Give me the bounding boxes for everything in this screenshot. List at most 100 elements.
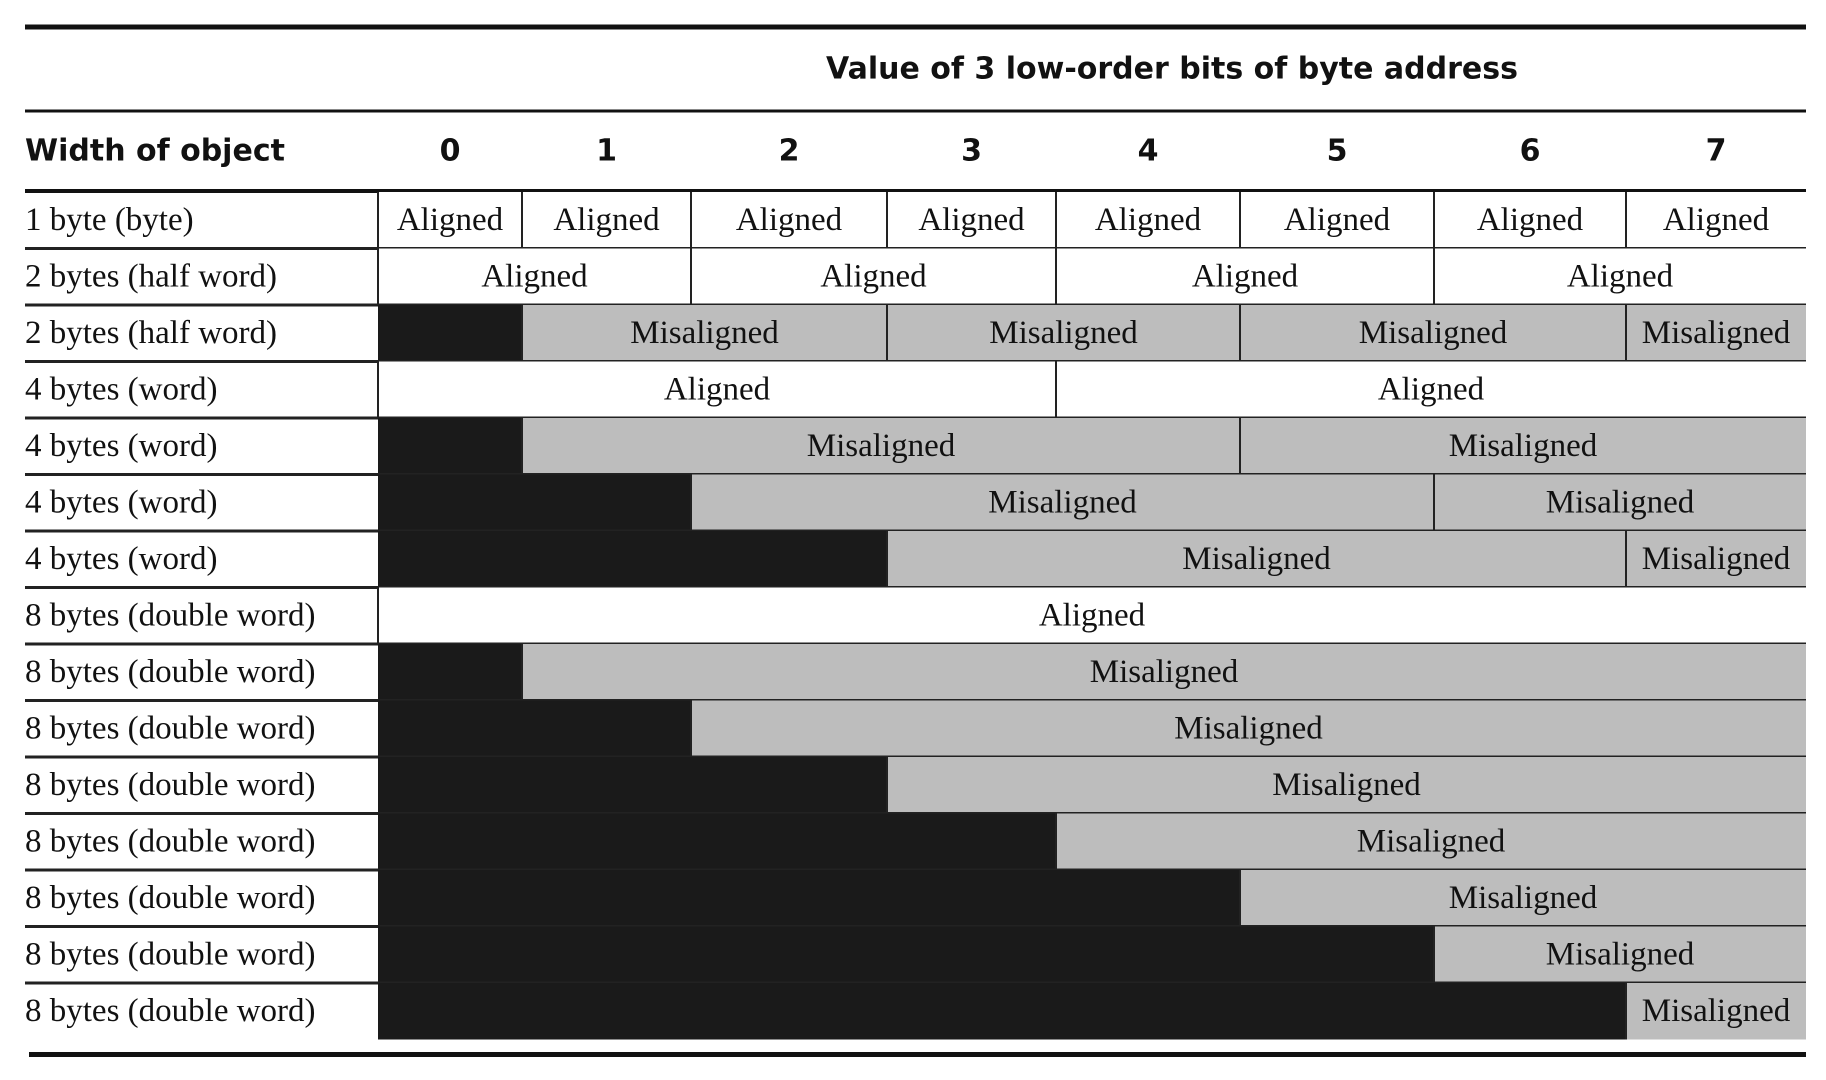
row-label: 8 bytes (double word) xyxy=(25,880,316,916)
cell-text: Aligned xyxy=(481,258,588,294)
row-label: 8 bytes (double word) xyxy=(25,936,316,972)
cell xyxy=(1240,305,1626,362)
unused-cell xyxy=(378,531,887,588)
cell-text: Aligned xyxy=(1663,202,1770,238)
cell xyxy=(887,531,1626,588)
cell xyxy=(522,644,1806,701)
row-label: 8 bytes (double word) xyxy=(25,823,316,859)
row-label: 8 bytes (double word) xyxy=(25,710,316,746)
cell-text: Misaligned xyxy=(1546,936,1695,972)
unused-cell xyxy=(378,926,1434,983)
row-header: Width of object xyxy=(25,134,285,169)
cell xyxy=(691,248,1056,305)
cell-text: Aligned xyxy=(1039,597,1146,633)
cell xyxy=(1056,813,1806,870)
unused-cell xyxy=(378,644,522,701)
cell-text: Misaligned xyxy=(1546,484,1695,520)
cell-text: Misaligned xyxy=(1359,315,1508,351)
cell-text: Misaligned xyxy=(1642,993,1791,1029)
cell xyxy=(522,305,887,362)
cell xyxy=(378,587,1806,644)
cell-text: Aligned xyxy=(553,202,660,238)
unused-cell xyxy=(378,983,1626,1040)
cell-text: Misaligned xyxy=(989,315,1138,351)
cell xyxy=(522,192,691,249)
cell-text: Aligned xyxy=(1192,258,1299,294)
unused-cell xyxy=(378,757,887,814)
row-label: 2 bytes (half word) xyxy=(25,315,277,351)
cell-text: Misaligned xyxy=(1272,767,1421,803)
cell xyxy=(1240,192,1434,249)
cell xyxy=(378,248,691,305)
table-title: Value of 3 low-order bits of byte addres… xyxy=(826,52,1518,87)
cell-text: Misaligned xyxy=(1642,541,1791,577)
column-header: 0 xyxy=(440,134,461,169)
cell-text: Misaligned xyxy=(630,315,779,351)
cell-text: Misaligned xyxy=(807,428,956,464)
cell-text: Aligned xyxy=(736,202,843,238)
cell xyxy=(1626,305,1806,362)
column-header: 7 xyxy=(1706,134,1727,169)
unused-cell xyxy=(378,700,691,757)
row-label: 4 bytes (word) xyxy=(25,484,217,520)
cell-text: Aligned xyxy=(1567,258,1674,294)
column-header: 5 xyxy=(1327,134,1348,169)
column-header: 6 xyxy=(1520,134,1541,169)
unused-cell xyxy=(378,870,1240,927)
row-label: 8 bytes (double word) xyxy=(25,597,316,633)
unused-cell xyxy=(378,305,522,362)
cell-text: Misaligned xyxy=(1357,823,1506,859)
cell xyxy=(887,192,1056,249)
row-label: 4 bytes (word) xyxy=(25,371,217,407)
cell xyxy=(887,757,1806,814)
column-header: 3 xyxy=(961,134,982,169)
cell-text: Aligned xyxy=(918,202,1025,238)
cell xyxy=(1434,192,1626,249)
cell-text: Aligned xyxy=(1095,202,1202,238)
unused-cell xyxy=(378,474,691,531)
row-label: 4 bytes (word) xyxy=(25,541,217,577)
unused-cell xyxy=(378,418,522,475)
cell xyxy=(1056,248,1434,305)
row-label: 4 bytes (word) xyxy=(25,428,217,464)
unused-cell xyxy=(378,813,1056,870)
cell xyxy=(522,418,1240,475)
cell xyxy=(887,305,1240,362)
cell xyxy=(1626,531,1806,588)
cell xyxy=(1240,870,1806,927)
cell-text: Misaligned xyxy=(1182,541,1331,577)
cell-text: Aligned xyxy=(397,202,504,238)
cell-text: Aligned xyxy=(1284,202,1391,238)
cell-text: Aligned xyxy=(664,371,771,407)
cell-text: Misaligned xyxy=(1174,710,1323,746)
row-label: 8 bytes (double word) xyxy=(25,993,316,1029)
cell xyxy=(1240,418,1806,475)
cell xyxy=(1434,474,1806,531)
cell-text: Misaligned xyxy=(1642,315,1791,351)
cell-text: Misaligned xyxy=(1449,880,1598,916)
cell xyxy=(691,192,887,249)
cell xyxy=(1626,192,1806,249)
column-header: 4 xyxy=(1138,134,1159,169)
cell-text: Misaligned xyxy=(1090,654,1239,690)
cell xyxy=(1434,248,1806,305)
cell xyxy=(1434,926,1806,983)
cell xyxy=(691,474,1434,531)
cell xyxy=(691,700,1806,757)
row-label: 8 bytes (double word) xyxy=(25,654,316,690)
cell xyxy=(1626,983,1806,1040)
cell xyxy=(1056,192,1240,249)
cell-text: Misaligned xyxy=(1449,428,1598,464)
column-header: 1 xyxy=(596,134,617,169)
cell xyxy=(378,192,522,249)
cell-text: Aligned xyxy=(1378,371,1485,407)
cell xyxy=(1056,361,1806,418)
row-label: 8 bytes (double word) xyxy=(25,767,316,803)
row-label: 2 bytes (half word) xyxy=(25,258,277,294)
row-label: 1 byte (byte) xyxy=(25,202,194,238)
cell-text: Aligned xyxy=(820,258,927,294)
column-header: 2 xyxy=(779,134,800,169)
cell xyxy=(378,361,1056,418)
cell-text: Misaligned xyxy=(988,484,1137,520)
